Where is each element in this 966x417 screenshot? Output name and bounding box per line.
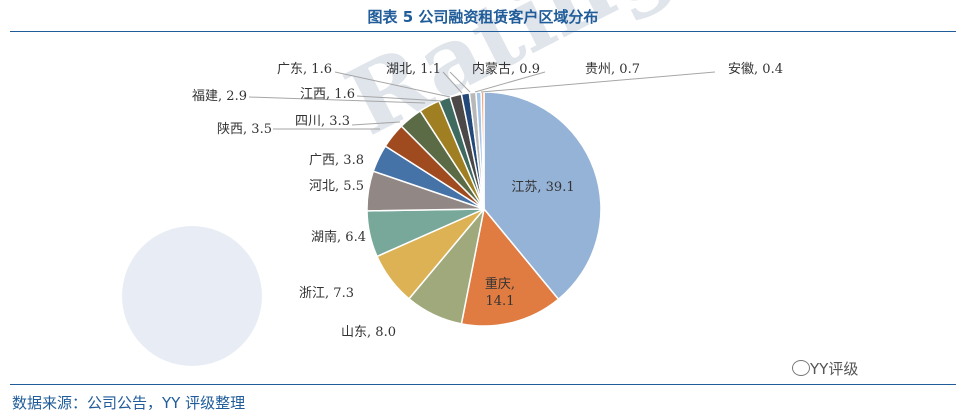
chart-title: 图表 5 公司融资租赁客户区域分布 (367, 8, 599, 26)
pie-slice-0 (483, 91, 602, 301)
data-label-14: 贵州, 0.7 (585, 62, 640, 77)
data-label-2: 山东, 8.0 (341, 325, 396, 340)
data-label-5: 河北, 5.5 (309, 179, 364, 194)
data-source-note: 数据来源：公司公告，YY 评级整理 (12, 394, 246, 412)
data-label-15: 安徽, 0.4 (728, 62, 783, 77)
brand-label: YY评级 (810, 360, 859, 378)
pie-slice-1 (460, 207, 560, 327)
leader-line-11 (334, 71, 451, 98)
title-divider (10, 31, 956, 32)
data-label-10: 江西, 1.6 (300, 87, 355, 102)
data-label-1: 重庆, 14.1 (485, 276, 515, 309)
leader-line-15 (480, 71, 716, 93)
data-label-9: 福建, 2.9 (192, 89, 247, 104)
data-label-13: 内蒙古, 0.9 (472, 61, 540, 77)
data-label-4: 湖南, 6.4 (311, 229, 366, 245)
data-label-7: 陕西, 3.5 (217, 122, 272, 137)
leader-line-14 (474, 71, 546, 93)
wechat-icon (792, 360, 810, 376)
leader-line-8 (351, 121, 401, 126)
data-label-6: 广西, 3.8 (309, 153, 364, 168)
watermark-dog-avatar (122, 226, 262, 366)
leader-line-13 (449, 71, 471, 93)
data-label-11: 广东, 1.6 (277, 62, 332, 77)
data-label-8: 四川, 3.3 (295, 114, 350, 129)
leader-line-12 (442, 71, 463, 94)
data-label-0: 江苏, 39.1 (511, 179, 574, 195)
leader-line-9 (248, 96, 426, 104)
leader-line-10 (356, 95, 443, 102)
data-label-12: 湖北, 1.1 (386, 62, 441, 77)
footer-divider (10, 384, 956, 385)
data-label-3: 浙江, 7.3 (299, 286, 354, 301)
